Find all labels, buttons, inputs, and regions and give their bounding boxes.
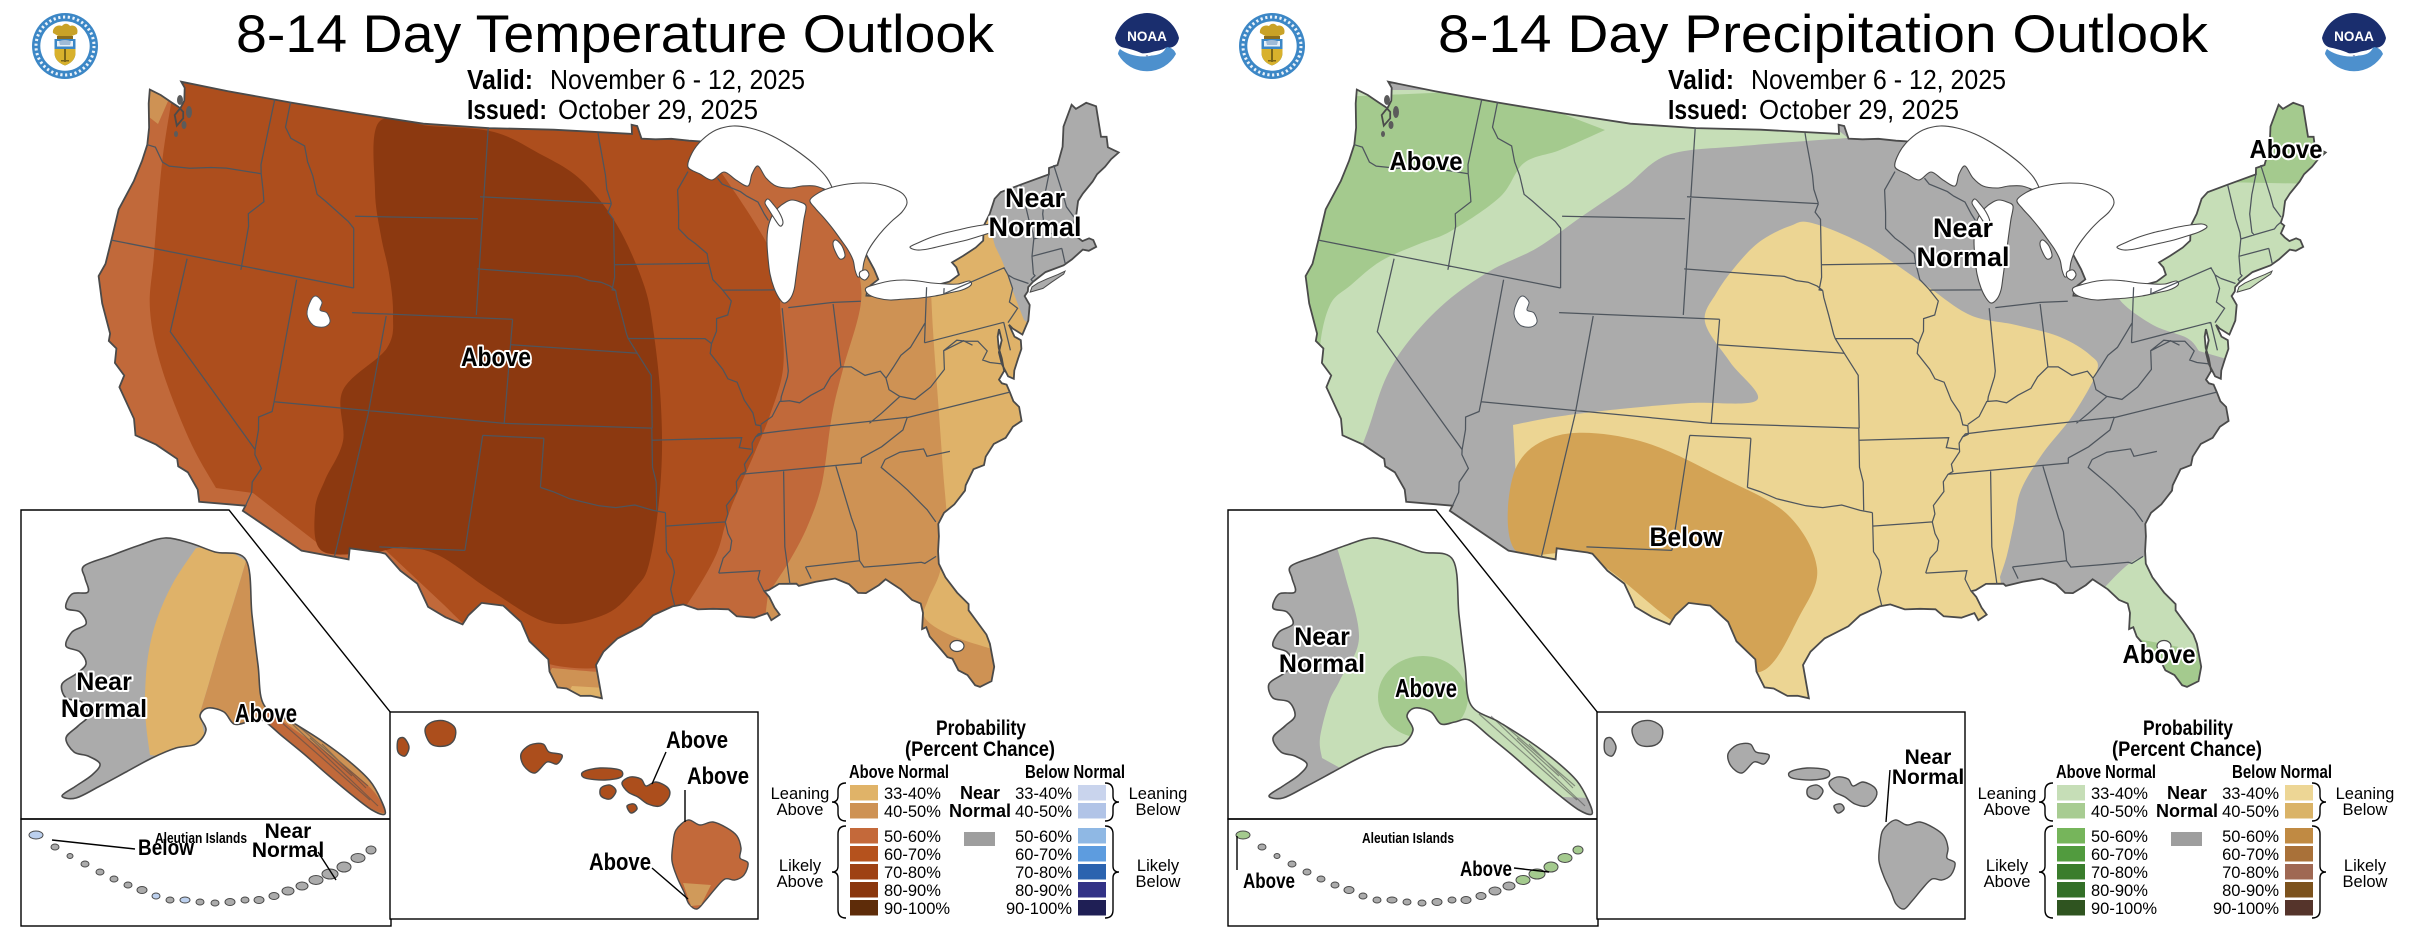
svg-text:Below: Below: [1650, 522, 1724, 552]
svg-text:Above: Above: [777, 801, 824, 819]
svg-text:October 29, 2025: October 29, 2025: [1759, 94, 1959, 125]
svg-text:NOAA: NOAA: [1127, 29, 1167, 44]
svg-text:Near: Near: [1294, 623, 1350, 651]
svg-text:Probability: Probability: [936, 717, 1026, 740]
svg-text:50-60%: 50-60%: [2222, 828, 2279, 846]
svg-text:Normal: Normal: [1916, 242, 2009, 272]
svg-text:Below: Below: [2343, 801, 2388, 819]
svg-text:90-100%: 90-100%: [2213, 900, 2279, 918]
svg-text:Near: Near: [1005, 183, 1066, 213]
svg-text:Below: Below: [1136, 873, 1181, 891]
svg-text:8-14 Day Precipitation Outlook: 8-14 Day Precipitation Outlook: [1438, 5, 2209, 64]
svg-text:Below: Below: [2343, 873, 2388, 891]
svg-text:Near: Near: [265, 820, 312, 843]
svg-text:80-90%: 80-90%: [884, 882, 941, 900]
svg-text:Normal: Normal: [1279, 650, 1365, 678]
svg-text:Valid:: Valid:: [467, 64, 533, 95]
svg-text:50-60%: 50-60%: [2091, 828, 2148, 846]
svg-text:33-40%: 33-40%: [884, 785, 941, 803]
svg-text:(Percent Chance): (Percent Chance): [2112, 738, 2262, 761]
svg-text:Probability: Probability: [2143, 717, 2233, 740]
svg-text:40-50%: 40-50%: [2091, 803, 2148, 821]
svg-text:Above: Above: [1460, 858, 1512, 881]
svg-text:Above: Above: [1984, 873, 2031, 891]
svg-text:Above: Above: [1390, 146, 1463, 176]
svg-text:Normal: Normal: [252, 839, 324, 862]
svg-text:Leaning: Leaning: [1129, 785, 1188, 803]
svg-text:80-90%: 80-90%: [2091, 882, 2148, 900]
svg-text:40-50%: 40-50%: [2222, 803, 2279, 821]
svg-text:40-50%: 40-50%: [884, 803, 941, 821]
svg-text:Below: Below: [138, 835, 195, 860]
svg-text:33-40%: 33-40%: [2222, 785, 2279, 803]
svg-text:Likely: Likely: [1986, 857, 2029, 875]
svg-text:NOAA: NOAA: [2334, 29, 2374, 44]
svg-text:90-100%: 90-100%: [1006, 900, 1072, 918]
svg-text:November 6 - 12, 2025: November 6 - 12, 2025: [550, 64, 805, 95]
svg-text:Normal: Normal: [1892, 766, 1964, 789]
svg-text:Near: Near: [76, 668, 132, 696]
svg-text:80-90%: 80-90%: [1015, 882, 1072, 900]
svg-text:40-50%: 40-50%: [1015, 803, 1072, 821]
svg-text:Leaning: Leaning: [771, 785, 830, 803]
svg-text:Normal: Normal: [2156, 801, 2218, 821]
svg-text:Aleutian Islands: Aleutian Islands: [155, 831, 247, 847]
svg-text:33-40%: 33-40%: [2091, 785, 2148, 803]
svg-text:90-100%: 90-100%: [2091, 900, 2157, 918]
svg-text:60-70%: 60-70%: [1015, 846, 1072, 864]
svg-text:Above: Above: [2123, 639, 2196, 669]
svg-text:Below Normal: Below Normal: [2232, 761, 2332, 782]
svg-text:8-14 Day Temperature Outlook: 8-14 Day Temperature Outlook: [236, 5, 995, 64]
svg-text:October 29, 2025: October 29, 2025: [558, 94, 758, 125]
svg-text:Leaning: Leaning: [1978, 785, 2037, 803]
svg-text:Near: Near: [2167, 783, 2207, 803]
svg-text:Likely: Likely: [2344, 857, 2387, 875]
svg-text:Above Normal: Above Normal: [849, 761, 949, 782]
svg-text:Above: Above: [2250, 134, 2323, 164]
svg-text:Below: Below: [1136, 801, 1181, 819]
svg-text:Issued:: Issued:: [1668, 94, 1748, 125]
svg-text:(Percent Chance): (Percent Chance): [905, 738, 1055, 761]
svg-text:Above Normal: Above Normal: [2056, 761, 2156, 782]
svg-text:Above: Above: [589, 849, 651, 876]
svg-text:Aleutian Islands: Aleutian Islands: [1362, 831, 1454, 847]
svg-text:90-100%: 90-100%: [884, 900, 950, 918]
svg-text:Near: Near: [1905, 746, 1952, 769]
svg-text:60-70%: 60-70%: [884, 846, 941, 864]
svg-text:November 6 - 12, 2025: November 6 - 12, 2025: [1751, 64, 2006, 95]
svg-text:70-80%: 70-80%: [1015, 864, 1072, 882]
svg-text:Above: Above: [1243, 870, 1295, 893]
svg-text:Likely: Likely: [779, 857, 822, 875]
svg-text:Near: Near: [1933, 213, 1994, 243]
svg-text:Normal: Normal: [988, 212, 1081, 242]
svg-text:Above: Above: [777, 873, 824, 891]
svg-text:70-80%: 70-80%: [2091, 864, 2148, 882]
svg-text:Normal: Normal: [949, 801, 1011, 821]
svg-text:Above: Above: [687, 763, 749, 790]
svg-text:80-90%: 80-90%: [2222, 882, 2279, 900]
svg-text:33-40%: 33-40%: [1015, 785, 1072, 803]
svg-text:50-60%: 50-60%: [1015, 828, 1072, 846]
svg-text:Above: Above: [666, 727, 728, 754]
svg-text:Above: Above: [461, 342, 531, 372]
svg-text:70-80%: 70-80%: [884, 864, 941, 882]
svg-text:Valid:: Valid:: [1668, 64, 1734, 95]
svg-text:Above: Above: [235, 698, 297, 728]
svg-text:Above: Above: [1984, 801, 2031, 819]
svg-text:Likely: Likely: [1137, 857, 1180, 875]
svg-text:Issued:: Issued:: [467, 94, 547, 125]
svg-text:Normal: Normal: [61, 695, 147, 723]
svg-text:50-60%: 50-60%: [884, 828, 941, 846]
svg-text:Near: Near: [960, 783, 1000, 803]
svg-text:Above: Above: [1395, 673, 1457, 703]
svg-text:60-70%: 60-70%: [2091, 846, 2148, 864]
svg-text:Leaning: Leaning: [2336, 785, 2395, 803]
svg-text:60-70%: 60-70%: [2222, 846, 2279, 864]
svg-text:Below Normal: Below Normal: [1025, 761, 1125, 782]
svg-text:70-80%: 70-80%: [2222, 864, 2279, 882]
